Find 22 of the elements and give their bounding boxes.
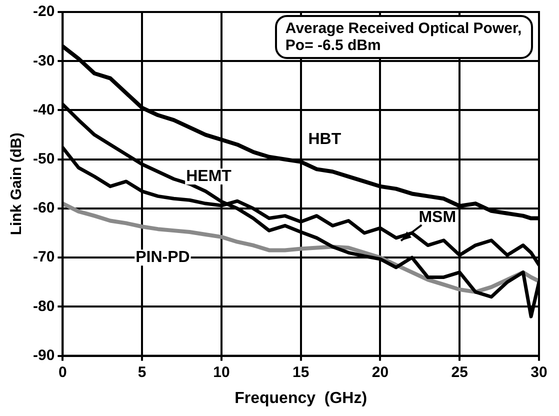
x-tick-label: 10 <box>213 364 230 381</box>
y-tick-label: -50 <box>32 150 55 168</box>
y-tick-label: -70 <box>32 248 55 266</box>
x-tick-label: 20 <box>372 364 389 381</box>
x-tick-label: 15 <box>292 364 310 381</box>
series-label: MSM <box>418 209 456 226</box>
annotation: Average Received Optical Power, Po= -6.5 dBm <box>275 14 533 59</box>
x-tick-label: 5 <box>138 364 146 381</box>
x-tick-label: 0 <box>58 364 67 381</box>
series-label: PIN-PD <box>136 248 190 266</box>
y-tick-label: -90 <box>32 346 55 364</box>
y-tick-label: -40 <box>32 101 55 118</box>
y-tick-label: -80 <box>32 298 55 315</box>
y-tick-label: -30 <box>32 52 55 70</box>
y-axis-title: Link Gain (dB) <box>8 132 26 236</box>
x-tick-label: 30 <box>530 364 548 381</box>
y-tick-label: -20 <box>32 3 55 20</box>
x-axis-title: Frequency (GHz) <box>234 390 368 407</box>
y-tick-label: -60 <box>32 200 55 217</box>
series-label: HBT <box>308 131 342 148</box>
series-label: HEMT <box>186 168 232 185</box>
x-tick-label: 25 <box>451 364 468 381</box>
